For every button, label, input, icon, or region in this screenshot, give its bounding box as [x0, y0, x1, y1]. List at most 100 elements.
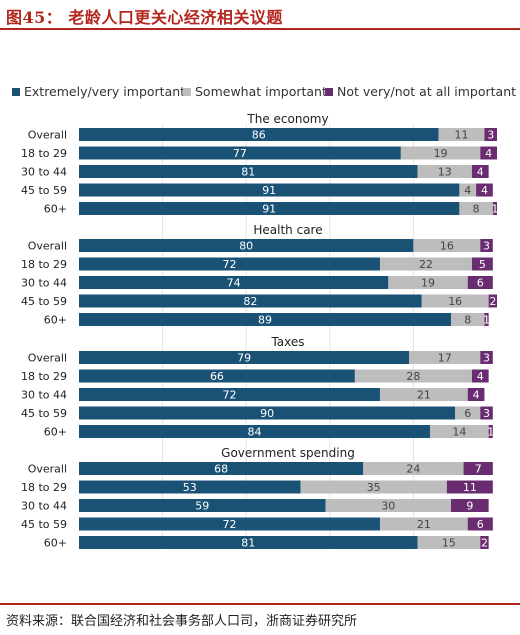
bar-segment — [484, 128, 497, 141]
data-label: 2 — [481, 537, 488, 550]
bar-segment — [467, 276, 493, 289]
bar-segment — [471, 165, 489, 178]
row-label: 45 to 59 — [21, 518, 67, 531]
data-label: 28 — [406, 370, 420, 383]
bar-segment — [363, 462, 464, 475]
data-label: 7 — [475, 463, 482, 476]
data-label: 30 — [381, 500, 395, 513]
data-label: 72 — [222, 258, 236, 271]
bar-segment — [467, 388, 485, 401]
bar-segment — [379, 517, 468, 531]
data-label: 82 — [243, 295, 257, 308]
bar-segment — [430, 425, 489, 438]
data-label: 11 — [454, 129, 468, 142]
data-label: 1 — [483, 314, 490, 327]
data-label: 90 — [260, 407, 274, 420]
data-label: 77 — [233, 147, 247, 160]
data-label: 22 — [419, 258, 433, 271]
bar-segment — [400, 146, 481, 160]
row-label: 45 to 59 — [21, 295, 67, 308]
data-label: 68 — [214, 463, 228, 476]
data-label: 19 — [434, 147, 448, 160]
bar-segment — [455, 406, 481, 420]
bar-segment — [79, 517, 380, 531]
data-label: 3 — [483, 240, 490, 253]
data-label: 21 — [417, 389, 431, 402]
bar-segment — [476, 183, 493, 197]
bar-segment — [388, 276, 468, 289]
data-label: 81 — [241, 537, 255, 550]
bar-segment — [409, 351, 481, 364]
bar-segment — [79, 276, 389, 289]
row-label: Overall — [28, 463, 67, 476]
data-label: 3 — [487, 129, 494, 142]
data-label: 89 — [258, 314, 272, 327]
group-title: Health care — [253, 223, 322, 237]
data-label: 16 — [440, 240, 454, 253]
data-label: 4 — [477, 370, 484, 383]
data-label: 86 — [252, 129, 266, 142]
bar-segment — [492, 202, 497, 215]
data-label: 3 — [483, 407, 490, 420]
stacked-bar-chart: Extremely/very important Somewhat importa… — [12, 84, 516, 550]
row-label: 30 to 44 — [21, 277, 67, 290]
data-label: 17 — [438, 352, 452, 365]
data-label: 80 — [239, 240, 253, 253]
title-rule — [0, 28, 520, 30]
legend-label: Extremely/very important — [24, 84, 185, 99]
data-label: 53 — [183, 481, 197, 494]
data-label: 1 — [487, 426, 494, 439]
bar-segment — [471, 257, 493, 271]
data-label: 11 — [463, 481, 477, 494]
row-label: 60+ — [44, 203, 67, 216]
bar-segment — [79, 462, 364, 475]
data-label: 4 — [473, 389, 480, 402]
bar-segment — [421, 294, 489, 308]
bar-segment — [480, 406, 493, 420]
bar-segment — [79, 406, 456, 420]
data-label: 2 — [489, 295, 496, 308]
bar-segment — [79, 257, 380, 271]
row-label: 30 to 44 — [21, 500, 67, 513]
bar-segment — [484, 313, 489, 326]
row-label: 45 to 59 — [21, 184, 67, 197]
bar-segment — [79, 294, 422, 308]
data-label: 9 — [466, 500, 473, 513]
bar-segment — [79, 128, 439, 141]
data-label: 72 — [222, 389, 236, 402]
legend-label: Not very/not at all important — [337, 84, 516, 99]
bar-segment — [325, 499, 452, 512]
bar-segment — [379, 257, 472, 271]
row-label: 30 to 44 — [21, 389, 67, 402]
bar-segment — [79, 499, 326, 512]
data-label: 59 — [195, 500, 209, 513]
bar-segment — [459, 202, 493, 215]
data-label: 13 — [438, 166, 452, 179]
bar-segment — [463, 462, 493, 475]
bar-segment — [79, 480, 301, 494]
bar-segment — [480, 351, 493, 364]
bar-segment — [79, 388, 380, 401]
bar-segment — [417, 165, 472, 178]
bar-segment — [379, 388, 468, 401]
bar-segment — [480, 239, 493, 252]
legend-swatch — [183, 88, 191, 96]
bar-segment — [471, 369, 489, 383]
data-label: 6 — [477, 277, 484, 290]
data-label: 14 — [452, 426, 466, 439]
row-label: 18 to 29 — [21, 258, 67, 271]
row-label: 60+ — [44, 426, 67, 439]
bar-segment — [354, 369, 472, 383]
row-label: 60+ — [44, 537, 67, 550]
legend-swatch — [12, 88, 20, 96]
row-label: 18 to 29 — [21, 147, 67, 160]
row-label: Overall — [28, 352, 67, 365]
data-label: 91 — [262, 184, 276, 197]
bar-segment — [438, 128, 485, 141]
bar-segment — [488, 425, 493, 438]
group-title: The economy — [246, 112, 328, 126]
bar-segment — [459, 183, 477, 197]
data-label: 24 — [406, 463, 420, 476]
row-label: 60+ — [44, 314, 67, 327]
data-label: 4 — [481, 184, 488, 197]
